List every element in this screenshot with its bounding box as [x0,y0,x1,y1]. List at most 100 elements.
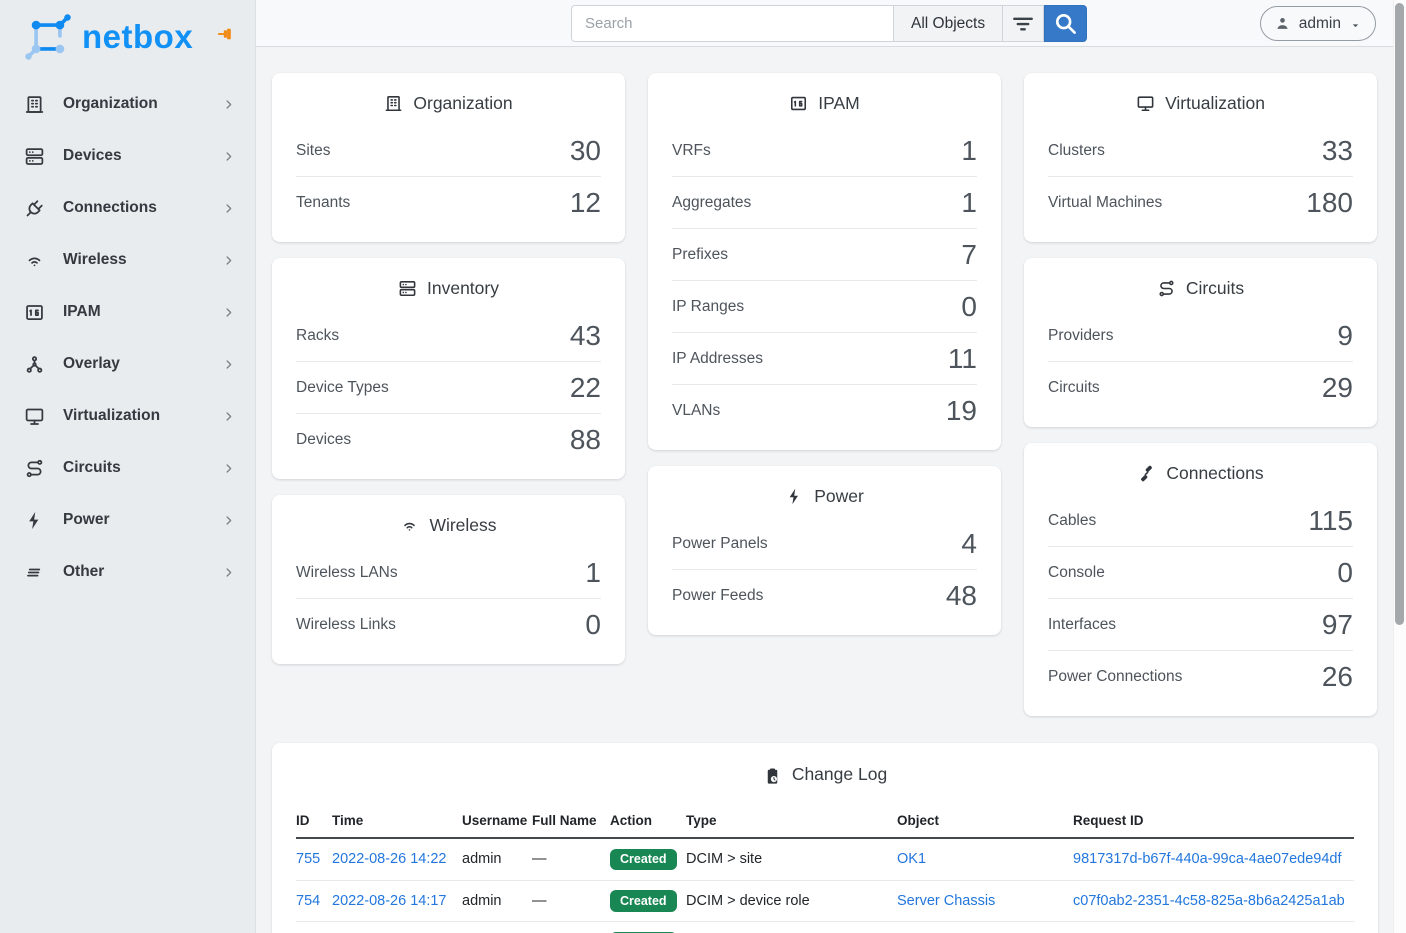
change-log-row: 754 2022-08-26 14:17 admin — Created DCIM > d… [296,880,1354,922]
sidebar-item-label: IPAM [63,303,101,320]
change-request-id-link[interactable]: 9817317d-b67f-440a-99ca-4ae07ede94df [1073,851,1342,868]
chevron-right-icon [226,463,232,473]
card-connections: Connections Cables 115 Console 0 Interfaces 97… [1024,443,1377,716]
card-title-virtualization: Virtualization [1048,88,1353,125]
user-menu-label: admin [1298,14,1341,32]
stat-label[interactable]: Power Connections [1048,667,1183,685]
chevron-right-icon [226,99,232,109]
stat-label[interactable]: Prefixes [672,245,728,263]
stat-label[interactable]: Sites [296,141,331,159]
column-header-id: ID [296,805,332,839]
stat-value: 115 [1308,505,1353,536]
filter-button[interactable] [1003,5,1045,42]
change-object-link[interactable]: OK1 [897,851,927,868]
stat-label[interactable]: Power Panels [672,534,768,552]
stat-row-ip-addresses: IP Addresses 11 [672,333,977,385]
stat-value: 48 [945,580,977,611]
sidebar-item-virtualization[interactable]: Virtualization [0,390,255,442]
stat-value: 9 [1337,320,1353,351]
change-object-link[interactable]: Server Chassis [897,892,996,909]
stat-row-vlans: VLANs 19 [672,385,977,436]
change-request-id-link[interactable]: c07f0ab2-2351-4c58-825a-8b6a2425a1ab [1073,892,1345,909]
stat-label[interactable]: VLANs [672,401,721,419]
stat-label[interactable]: VRFs [672,141,711,159]
change-id-link[interactable]: 754 [296,892,321,909]
stat-label[interactable]: Racks [296,326,340,344]
sidebar-item-label: Organization [63,95,158,112]
chevron-right-icon [226,203,232,213]
sidebar-item-organization[interactable]: Organization [0,78,255,130]
stat-label[interactable]: Device Types [296,378,389,396]
sidebar-item-power[interactable]: Power [0,494,255,546]
stat-label[interactable]: Console [1048,563,1105,581]
card-title-wireless: Wireless [296,510,601,547]
stat-row-clusters: Clusters 33 [1048,125,1353,177]
wifi-icon [404,522,416,531]
card-power: Power Power Panels 4 Power Feeds 48 [648,466,1001,635]
column-header-time: Time [332,805,462,839]
sidebar-item-other[interactable]: Other [0,546,255,598]
sidebar-item-devices[interactable]: Devices [0,130,255,182]
user-icon [1274,15,1291,32]
pin-sidebar-icon[interactable] [215,24,235,44]
building-icon [385,95,402,112]
stat-value: 33 [1321,135,1353,166]
stat-value: 1 [961,135,977,166]
stat-label[interactable]: Wireless Links [296,615,396,633]
search-button[interactable] [1044,5,1088,42]
search-input[interactable] [571,5,893,42]
dashboard-column-1: Organization Sites 30 Tenants 12 Inventory Rac… [272,73,625,664]
stat-label[interactable]: IP Addresses [672,349,764,367]
bolt-icon [789,488,799,505]
netbox-logo-icon[interactable] [22,11,74,63]
ipam-icon [791,96,807,111]
chevron-right-icon [226,515,232,525]
stat-value: 0 [1337,557,1353,588]
card-inventory: Inventory Racks 43 Device Types 22 Devices 88 [272,258,625,479]
change-id-link[interactable]: 755 [296,851,321,868]
user-menu-button[interactable]: admin [1259,6,1376,41]
stat-value: 0 [961,291,977,322]
stat-label[interactable]: Aggregates [672,193,752,211]
sidebar-item-ipam[interactable]: IPAM [0,286,255,338]
building-icon [25,95,44,113]
column-header-request-id: Request ID [1073,805,1354,839]
sidebar-item-wireless[interactable]: Wireless [0,234,255,286]
stat-value: 88 [569,424,601,455]
stat-label[interactable]: Providers [1048,326,1114,344]
stat-label[interactable]: Circuits [1048,378,1100,396]
stat-label[interactable]: Interfaces [1048,615,1117,633]
scrollbar-track[interactable] [1393,0,1406,933]
stat-label[interactable]: Wireless LANs [296,563,398,581]
main-content: Organization Sites 30 Tenants 12 Inventory Rac… [256,47,1393,933]
stat-value: 12 [569,187,601,218]
server-icon [399,280,416,297]
stat-label[interactable]: Tenants [296,193,351,211]
card-circuits: Circuits Providers 9 Circuits 29 [1024,258,1377,427]
sidebar-item-circuits[interactable]: Circuits [0,442,255,494]
chevron-right-icon [226,567,232,577]
sidebar-item-overlay[interactable]: Overlay [0,338,255,390]
change-log-table: ID Time Username Full Name Action Type Object R… [296,805,1354,933]
stat-label[interactable]: Clusters [1048,141,1105,159]
brand-name[interactable]: netbox [82,17,194,55]
stat-label[interactable]: Devices [296,430,352,448]
stat-label[interactable]: Power Feeds [672,586,764,604]
stat-value: 29 [1321,372,1353,403]
stat-label[interactable]: IP Ranges [672,297,745,315]
search-scope-button[interactable]: All Objects [893,5,1004,42]
network-graph-icon [26,355,43,373]
stat-row-providers: Providers 9 [1048,310,1353,362]
sidebar-item-label: Other [63,563,105,580]
card-title-power: Power [672,481,977,518]
chevron-right-icon [226,255,232,265]
sidebar-item-connections[interactable]: Connections [0,182,255,234]
scrollbar-thumb[interactable] [1395,3,1404,625]
dashboard-column-2: IPAM VRFs 1 Aggregates 1 Prefixes 7 IP Ranges 0 I… [648,73,1001,635]
stat-label[interactable]: Cables [1048,511,1097,529]
stat-label[interactable]: Virtual Machines [1048,193,1163,211]
change-time-link[interactable]: 2022-08-26 14:22 [332,851,447,868]
change-time-link[interactable]: 2022-08-26 14:17 [332,892,447,909]
stat-row-virtual-machines: Virtual Machines 180 [1048,177,1353,228]
change-full-name: — [532,838,610,881]
